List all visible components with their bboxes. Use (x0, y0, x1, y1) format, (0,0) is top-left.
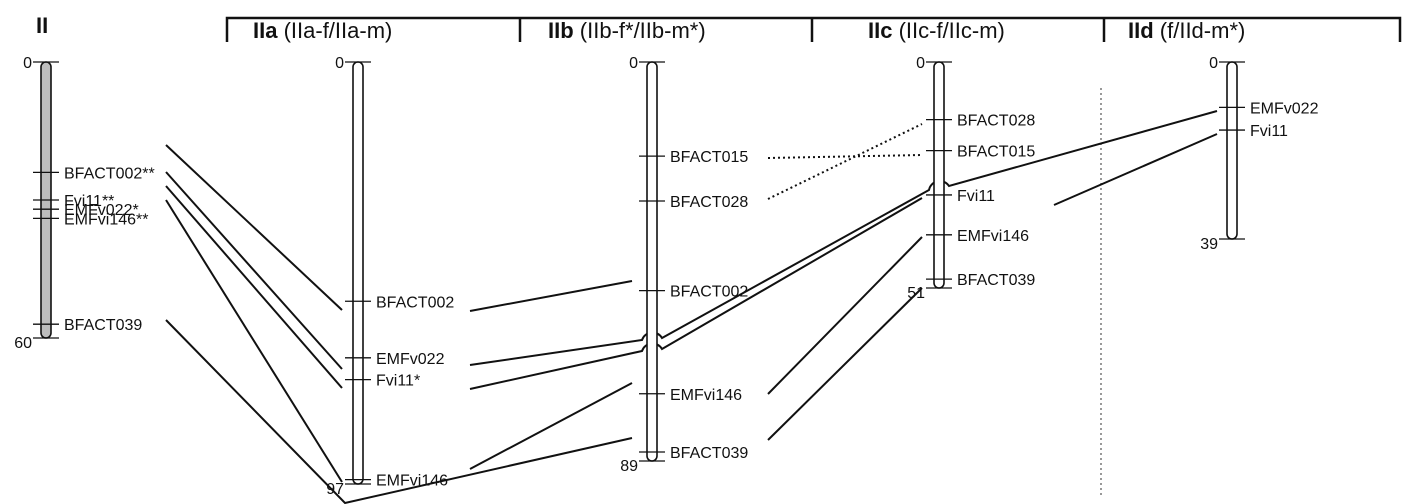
end-position-label: 51 (907, 285, 925, 302)
end-position-label: 97 (326, 481, 344, 498)
marker-label: Fvi11 (1250, 123, 1288, 140)
marker-label: BFACT015 (670, 149, 748, 166)
end-position-label: 89 (620, 458, 638, 475)
link-bfact039-ii-iib (165, 319, 633, 504)
marker-label: BFACT002** (64, 165, 155, 182)
chromosome-bar (933, 61, 945, 289)
chromosome-ii: 0 60 BFACT002** Fvi11**EMFv022*EMFvi146** BF… (14, 55, 155, 352)
chromosome-maps: 0 60 BFACT002** Fvi11**EMFv022*EMFvi146** BF… (14, 55, 1318, 498)
group-header-iia: IIa (IIa-f/IIa-m) (253, 18, 392, 43)
marker-label: BFACT039 (670, 445, 748, 462)
marker-label: EMFvi146** (64, 211, 148, 228)
link-bfact039-iib-iic (767, 287, 923, 441)
marker-label: BFACT028 (670, 194, 748, 211)
chromosome-iib: 0 89 BFACT015 BFACT028 BFACT002 EMFvi146 BFACT… (620, 55, 748, 475)
link-bfact002-ii-iia (165, 144, 343, 311)
link-emfvi146-iib-iic (767, 236, 923, 395)
start-position-label: 0 (1209, 55, 1218, 72)
chromosome-bar (352, 61, 364, 485)
marker-label: Fvi11* (376, 373, 420, 390)
marker-label: EMFvi146 (957, 228, 1029, 245)
link-emfvi146-ii-iia (165, 199, 343, 483)
marker-label: BFACT015 (957, 144, 1035, 161)
start-position-label: 0 (335, 55, 344, 72)
group-bracket (225, 16, 1402, 42)
group-header-iid: IId (f/IId-m*) (1128, 18, 1245, 43)
marker-label: Fvi11** (64, 193, 114, 210)
start-position-label: 0 (629, 55, 638, 72)
link-bfact015-iib-iic (767, 154, 923, 159)
marker-label: EMFv022 (1250, 100, 1319, 117)
start-position-label: 0 (916, 55, 925, 72)
end-position-label: 39 (1200, 236, 1218, 253)
marker-label: BFACT039 (957, 272, 1035, 289)
marker-label: EMFvi146 (376, 473, 448, 490)
link-fvi11-iic-iid (1053, 133, 1218, 206)
chromosome-iia: 0 97 BFACT002 EMFv022 Fvi11* EMFvi146 (326, 55, 454, 498)
group-header-iic: IIc (IIc-f/IIc-m) (868, 18, 1005, 43)
reference-group-title: II (36, 13, 48, 38)
chromosome-bar (646, 61, 658, 462)
chromosome-iic: 0 51 BFACT028 BFACT015 Fvi11 EMFvi146 BFACT039 (907, 55, 1035, 302)
marker-label: BFACT028 (957, 113, 1035, 130)
marker-label: BFACT002 (670, 284, 748, 301)
chromosome-bar (1226, 61, 1238, 240)
bracket-line (225, 16, 1402, 42)
link-fvi11-ii-iia (165, 171, 343, 370)
link-emfv022-ii-iia (165, 185, 343, 389)
marker-label: BFACT002 (376, 294, 454, 311)
marker-label: EMFvi146 (670, 387, 742, 404)
marker-label: EMFv022 (376, 351, 445, 368)
link-bfact028-iib-iic (767, 123, 923, 200)
link-bfact002-iia-iib (469, 280, 633, 312)
chromosome-iid: 0 39 EMFv022 Fvi11 (1200, 55, 1318, 253)
group-header-iib: IIb (IIb-f*/IIb-m*) (548, 18, 706, 43)
start-position-label: 0 (23, 55, 32, 72)
marker-label: Fvi11 (957, 188, 995, 205)
link-emfv022-iia-iid (469, 110, 1218, 366)
marker-label: BFACT039 (64, 317, 142, 334)
marker-label: EMFv022* (64, 202, 139, 219)
link-emfvi146-iia-iib (469, 382, 633, 470)
end-position-label: 60 (14, 335, 32, 352)
